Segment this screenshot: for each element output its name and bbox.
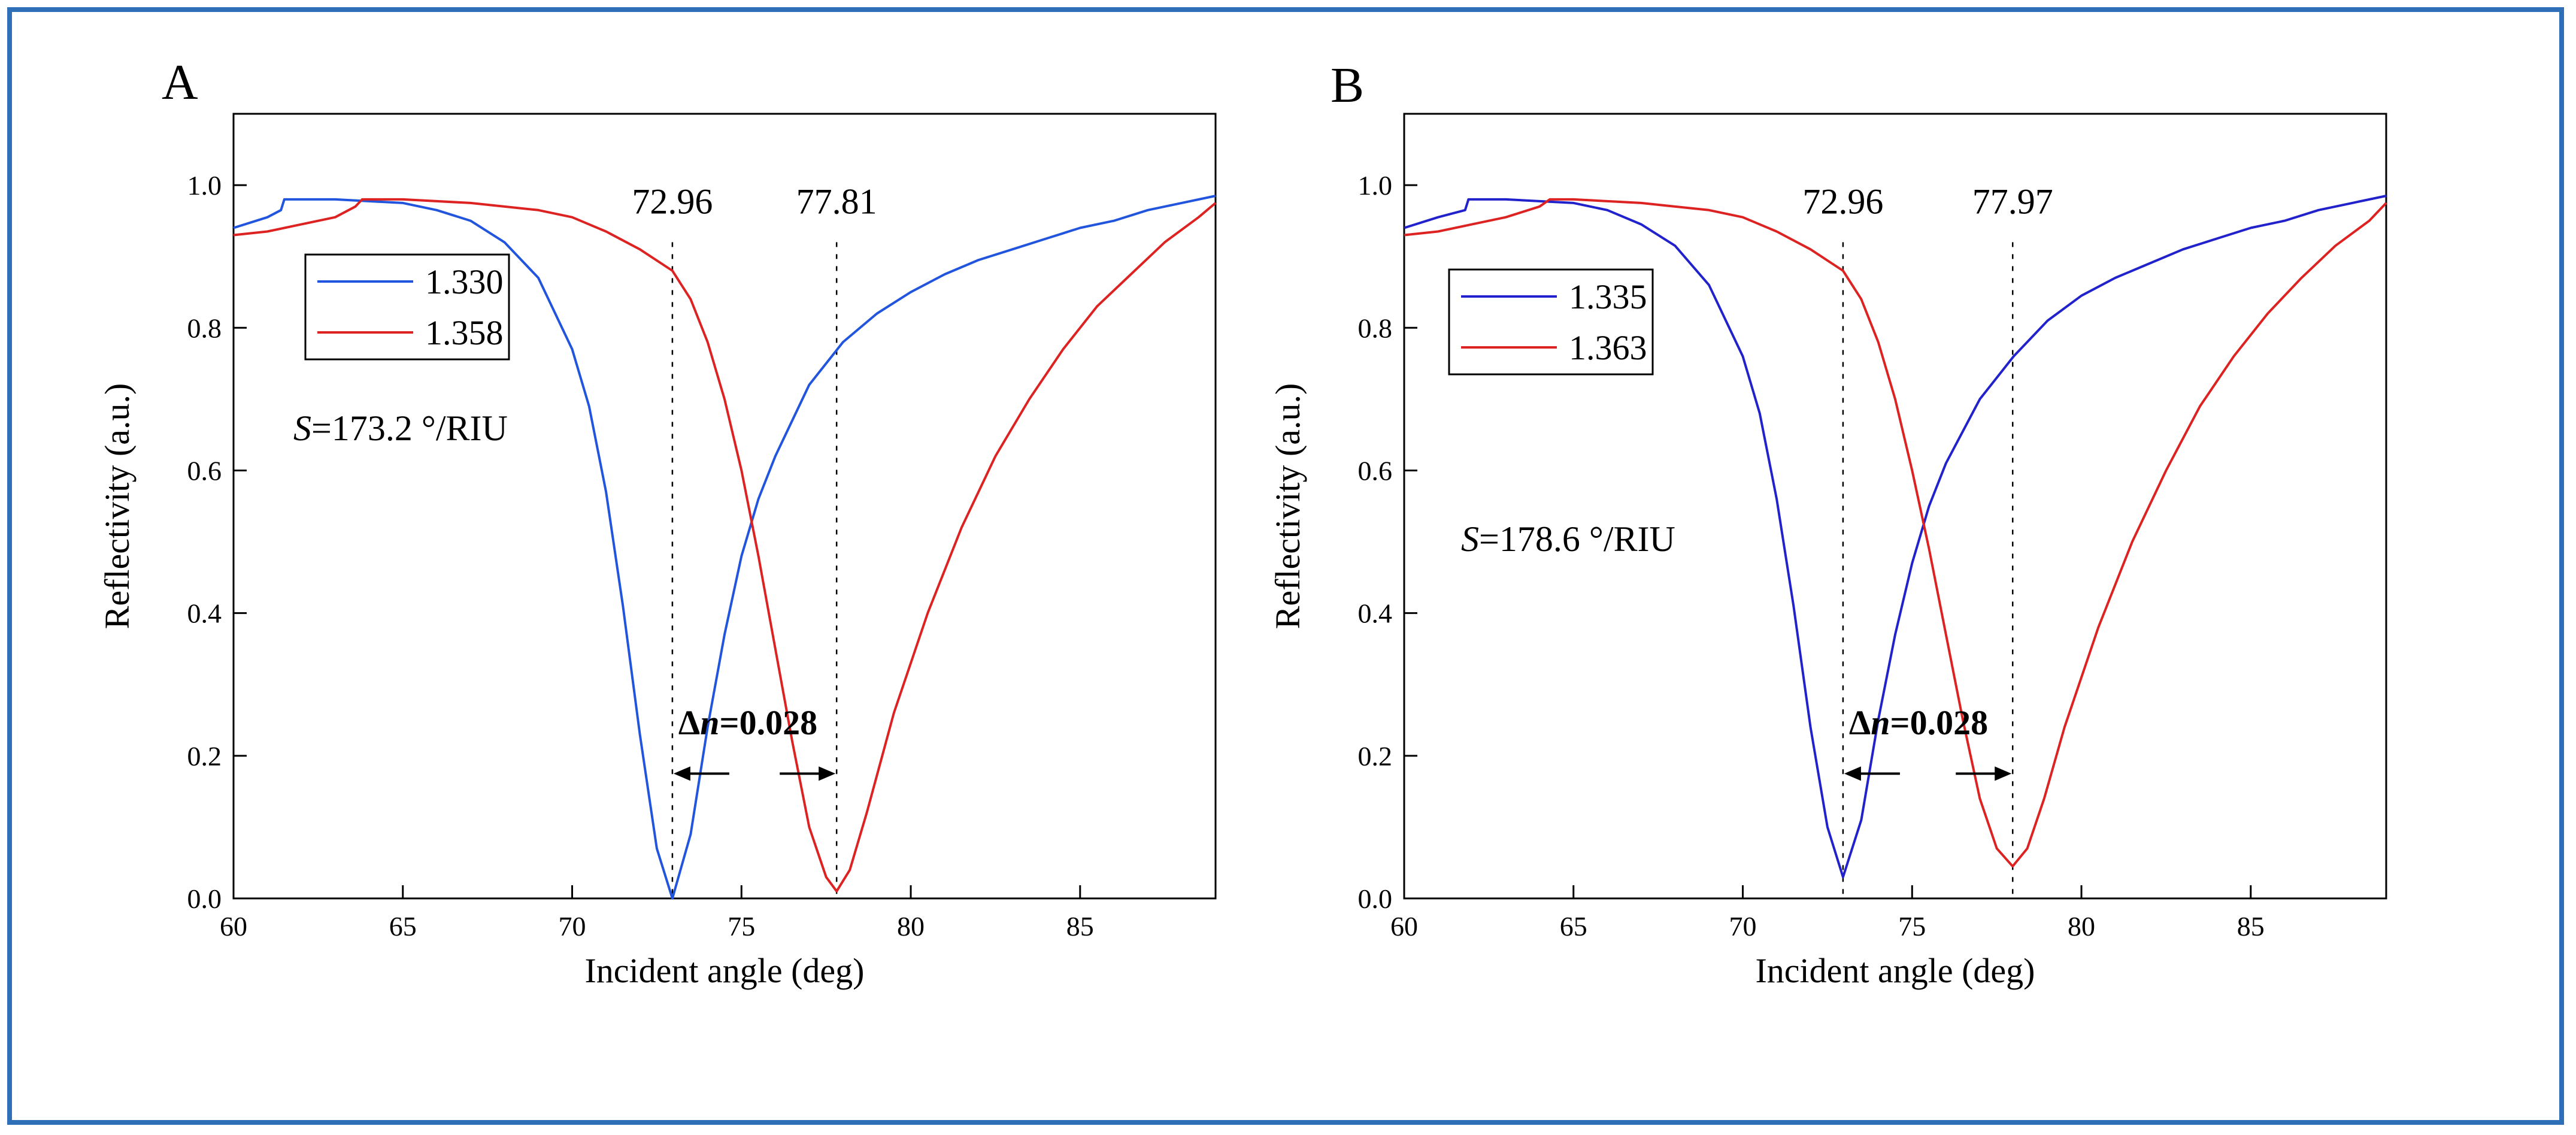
shift-arrows bbox=[673, 766, 836, 781]
panel-b: B 0.0 0.2 0.4 0.6 0.8 1.0 60 65 70 75 80 85 Incide… bbox=[1268, 57, 2387, 990]
series-group bbox=[1404, 195, 2387, 879]
panel-label: B bbox=[1331, 57, 1364, 113]
x-tick-label: 60 bbox=[1390, 911, 1418, 942]
delta-n-annotation: Δn=0.028 bbox=[1849, 703, 1988, 742]
legend: 1.335 1.363 bbox=[1448, 268, 1654, 376]
x-tick-label: 70 bbox=[1729, 911, 1757, 942]
figure-frame bbox=[7, 7, 2564, 1125]
x-tick-label: 70 bbox=[559, 911, 586, 942]
x-tick-label: 65 bbox=[389, 911, 417, 942]
x-tick-label: 85 bbox=[1066, 911, 1094, 942]
panel-a: A 0.0 0.2 0.4 0.6 0.8 1.0 60 65 70 75 80 85 Incide… bbox=[98, 55, 1217, 990]
y-tick-label: 0.0 bbox=[1358, 883, 1393, 914]
y-tick-label: 0.4 bbox=[1358, 598, 1393, 629]
legend-entry-1: 1.335 bbox=[1569, 277, 1647, 316]
y-tick-label: 0.6 bbox=[1358, 455, 1393, 486]
y-axis-label: Reflectivity (a.u.) bbox=[1268, 383, 1307, 629]
x-axis-label: Incident angle (deg) bbox=[1755, 951, 2035, 990]
peak-left-label: 72.96 bbox=[1802, 182, 1883, 222]
arrow-right-head bbox=[819, 766, 836, 781]
y-tick-label: 0.6 bbox=[187, 455, 222, 486]
y-tick-label: 0.8 bbox=[1358, 313, 1393, 343]
x-tick-label: 60 bbox=[220, 911, 247, 942]
x-tick-label: 80 bbox=[2068, 911, 2095, 942]
x-tick-label: 85 bbox=[2237, 911, 2265, 942]
delta-value: =0.028 bbox=[1890, 703, 1989, 742]
y-axis-ticks: 0.0 0.2 0.4 0.6 0.8 1.0 bbox=[1358, 170, 1417, 914]
y-tick-label: 0.4 bbox=[187, 598, 222, 629]
peak-right-label: 77.81 bbox=[796, 182, 877, 222]
series-group bbox=[233, 195, 1217, 900]
sensitivity-annotation: S=178.6 °/RIU bbox=[1461, 519, 1675, 559]
peak-guides bbox=[1842, 242, 2014, 898]
x-tick-label: 65 bbox=[1560, 911, 1587, 942]
y-tick-label: 0.2 bbox=[187, 741, 222, 771]
series-line-1 bbox=[1404, 195, 2387, 879]
sensitivity-value: =173.2 °/RIU bbox=[311, 408, 508, 448]
delta-variable: n bbox=[700, 703, 719, 742]
delta-n-annotation: Δn=0.028 bbox=[678, 703, 817, 742]
x-tick-label: 75 bbox=[1898, 911, 1926, 942]
arrow-right-head bbox=[1995, 766, 2012, 781]
x-tick-label: 80 bbox=[897, 911, 925, 942]
delta-symbol: Δ bbox=[678, 703, 700, 742]
y-tick-label: 1.0 bbox=[1358, 170, 1393, 201]
plot-area bbox=[232, 113, 1217, 900]
legend-box bbox=[1448, 268, 1654, 376]
x-axis-ticks: 60 65 70 75 80 85 bbox=[1390, 885, 2265, 942]
y-tick-label: 1.0 bbox=[187, 170, 222, 201]
y-tick-label: 0.2 bbox=[1358, 741, 1393, 771]
peak-left-label: 72.96 bbox=[632, 182, 713, 222]
sensitivity-annotation: S=173.2 °/RIU bbox=[293, 408, 508, 448]
x-axis-label: Incident angle (deg) bbox=[584, 951, 864, 990]
y-axis-ticks: 0.0 0.2 0.4 0.6 0.8 1.0 bbox=[187, 170, 247, 914]
series-line-1 bbox=[233, 195, 1216, 900]
plot-area bbox=[1403, 113, 2387, 900]
y-tick-label: 0.8 bbox=[187, 313, 222, 343]
legend-entry-2: 1.358 bbox=[425, 313, 504, 352]
delta-value: =0.028 bbox=[720, 703, 818, 742]
arrow-left-head bbox=[1844, 766, 1861, 781]
panel-label: A bbox=[162, 55, 198, 110]
arrow-left-head bbox=[673, 766, 690, 781]
y-axis-label: Reflectivity (a.u.) bbox=[98, 383, 137, 629]
sensitivity-value: =178.6 °/RIU bbox=[1479, 519, 1675, 559]
sensitivity-symbol: S bbox=[293, 408, 311, 448]
legend-entry-2: 1.363 bbox=[1569, 328, 1647, 367]
delta-variable: n bbox=[1871, 703, 1890, 742]
sensitivity-symbol: S bbox=[1461, 519, 1479, 559]
y-tick-label: 0.0 bbox=[187, 883, 222, 914]
delta-symbol: Δ bbox=[1849, 703, 1871, 742]
x-tick-label: 75 bbox=[728, 911, 755, 942]
shift-arrows bbox=[1844, 766, 2012, 781]
legend-entry-1: 1.330 bbox=[425, 262, 504, 301]
x-axis-ticks: 60 65 70 75 80 85 bbox=[220, 885, 1094, 942]
peak-right-label: 77.97 bbox=[1972, 182, 2053, 222]
series-line-2 bbox=[233, 198, 1217, 893]
legend: 1.330 1.358 bbox=[304, 253, 510, 361]
legend-box bbox=[304, 253, 510, 361]
series-line-2 bbox=[1404, 198, 2387, 868]
